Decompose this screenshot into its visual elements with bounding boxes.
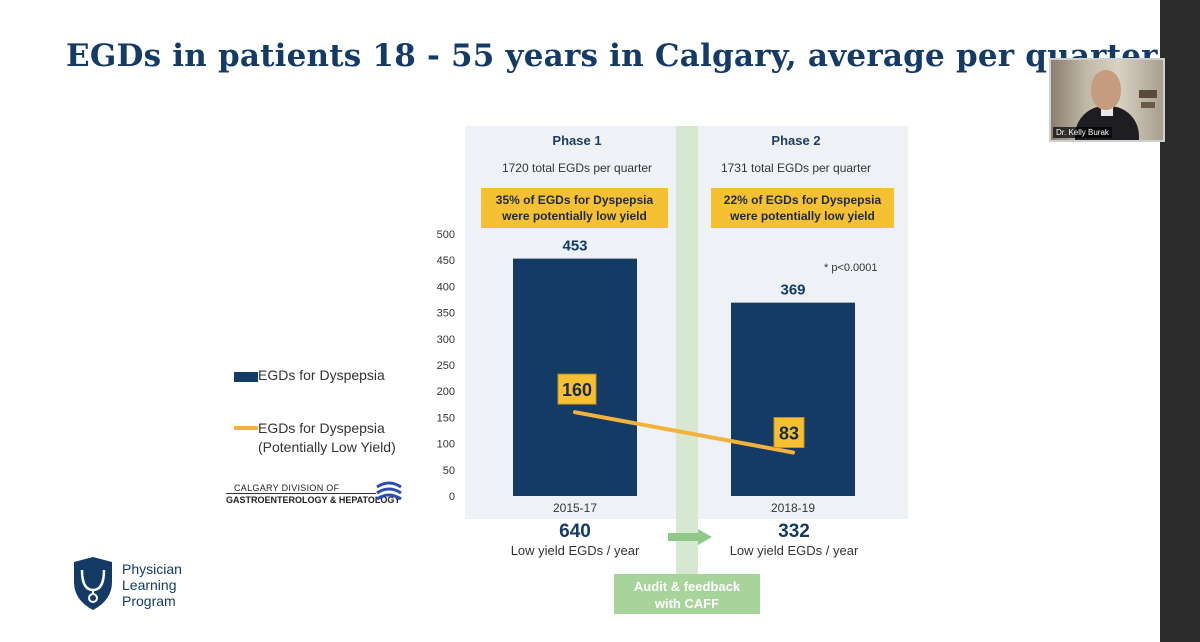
- audit-feedback-box: Audit & feedback with CAFF: [614, 574, 760, 614]
- calgary-logo-rule: [226, 493, 376, 494]
- plp-line2: Learning: [122, 577, 177, 593]
- y-tick-label: 250: [437, 360, 455, 372]
- y-tick-label: 400: [437, 281, 455, 293]
- phase2-highlight-line2: were potentially low yield: [730, 209, 875, 223]
- plp-line3: Program: [122, 593, 176, 609]
- y-tick-label: 150: [437, 412, 455, 424]
- calgary-swirl-icon: [376, 481, 402, 501]
- phase1-highlight: 35% of EGDs for Dyspepsia were potential…: [481, 188, 668, 228]
- plp-line1: Physician: [122, 561, 182, 577]
- audit-line2: with CAFF: [654, 596, 720, 611]
- phase1-yearly: 640 Low yield EGDs / year: [475, 521, 675, 558]
- y-tick-label: 350: [437, 308, 455, 320]
- phase2-yearly-label: Low yield EGDs / year: [729, 543, 859, 558]
- phase1-label: Phase 1: [552, 133, 602, 148]
- phase2-highlight: 22% of EGDs for Dyspepsia were potential…: [711, 188, 894, 228]
- phase2-yearly: 332 Low yield EGDs / year: [694, 521, 894, 558]
- phase2-yearly-value: 332: [778, 521, 810, 542]
- webcam-shelf-2: [1141, 102, 1155, 108]
- screen-edge: [1160, 0, 1200, 642]
- physician-learning-program-logo: Physician Learning Program: [70, 556, 182, 617]
- y-tick-label: 50: [443, 465, 455, 477]
- p-value-note: * p<0.0001: [824, 262, 878, 274]
- phase1-highlight-line2: were potentially low yield: [502, 209, 647, 223]
- y-tick-label: 200: [437, 386, 455, 398]
- y-tick-label: 450: [437, 255, 455, 267]
- right-arrow-icon: [668, 529, 712, 545]
- y-tick-label: 300: [437, 334, 455, 346]
- phase2-label: Phase 2: [771, 133, 821, 148]
- webcam-name-label: Dr. Kelly Burak: [1053, 127, 1112, 138]
- speaker-head: [1091, 70, 1121, 110]
- legend-line-label: EGDs for Dyspepsia (Potentially Low Yiel…: [258, 419, 396, 457]
- phase2-highlight-line1: 22% of EGDs for Dyspepsia: [723, 193, 882, 207]
- legend-line-swatch: [234, 426, 258, 430]
- phase1-total: 1720 total EGDs per quarter: [501, 161, 653, 175]
- y-tick-label: 500: [437, 229, 455, 241]
- phase-divider: [676, 126, 698, 519]
- stethoscope-shield-icon: [74, 557, 112, 610]
- legend-bar-swatch: [234, 372, 258, 382]
- speaker-collar: [1101, 106, 1113, 116]
- phase1-yearly-value: 640: [559, 521, 591, 542]
- legend-line-label-2: (Potentially Low Yield): [258, 439, 396, 455]
- audit-stem: [676, 519, 698, 575]
- webcam-shelf: [1139, 90, 1157, 98]
- legend-bar-label: EGDs for Dyspepsia: [258, 367, 385, 383]
- slide-title: EGDs in patients 18 - 55 years in Calgar…: [66, 38, 1158, 74]
- webcam-tile[interactable]: Dr. Kelly Burak: [1049, 58, 1165, 142]
- slide: EGDs in patients 18 - 55 years in Calgar…: [0, 0, 1160, 642]
- y-tick-label: 100: [437, 439, 455, 451]
- legend-line-label-1: EGDs for Dyspepsia: [258, 420, 385, 436]
- y-tick-label: 0: [449, 491, 455, 503]
- phase1-yearly-label: Low yield EGDs / year: [510, 543, 640, 558]
- phase1-highlight-line1: 35% of EGDs for Dyspepsia: [495, 193, 654, 207]
- calgary-logo-line2: GASTROENTEROLOGY & HEPATOLOGY: [226, 495, 401, 505]
- plp-text: Physician Learning Program: [122, 561, 242, 609]
- audit-line1: Audit & feedback: [633, 579, 741, 594]
- phase2-total: 1731 total EGDs per quarter: [720, 161, 872, 175]
- calgary-logo-line1: CALGARY DIVISION OF: [234, 483, 340, 493]
